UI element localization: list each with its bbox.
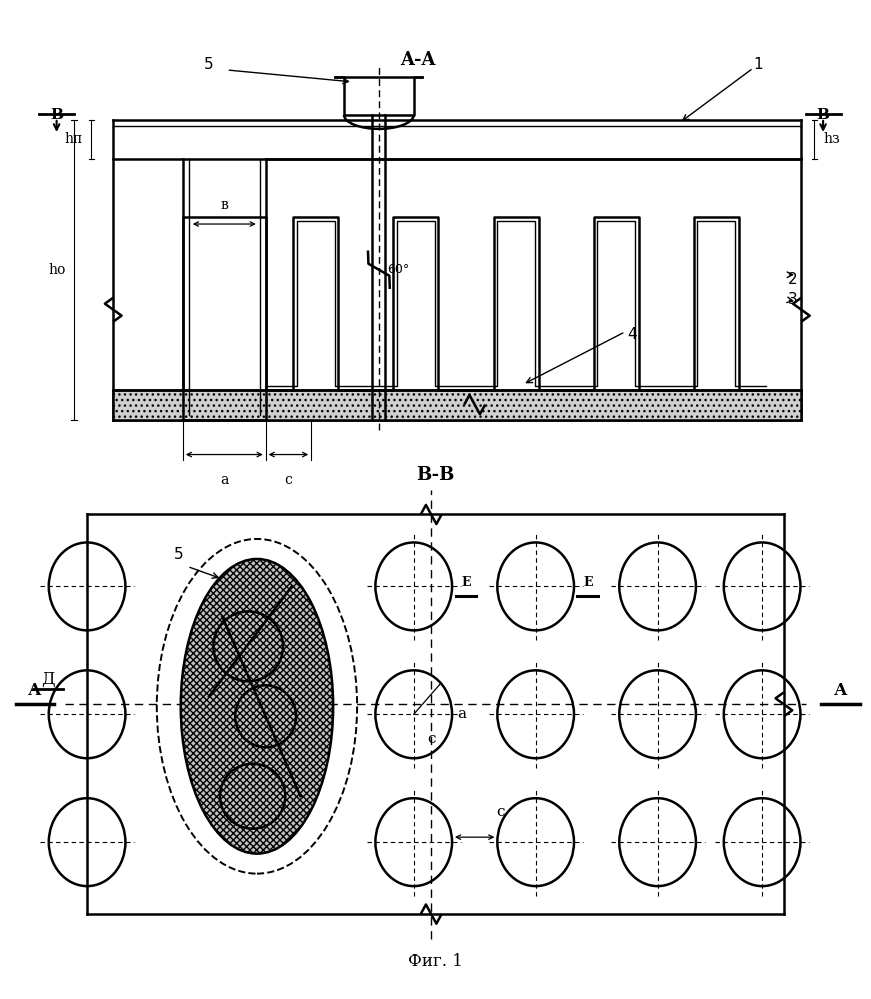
Text: B: B	[51, 108, 63, 122]
Text: a: a	[457, 707, 466, 721]
Text: А: А	[28, 682, 42, 699]
Text: A-A: A-A	[401, 51, 436, 69]
Text: 5: 5	[173, 546, 184, 562]
Text: Фиг. 1: Фиг. 1	[408, 952, 463, 970]
Text: Д: Д	[41, 670, 55, 688]
Text: B: B	[817, 108, 829, 122]
Text: hо: hо	[48, 263, 65, 277]
Text: 2: 2	[788, 272, 798, 288]
Text: a: a	[220, 473, 228, 487]
Text: 5: 5	[204, 57, 214, 73]
Text: А: А	[834, 682, 847, 699]
Text: 3: 3	[788, 292, 798, 308]
Text: hз: hз	[823, 132, 840, 147]
Text: c: c	[285, 473, 293, 487]
Text: E: E	[462, 575, 470, 589]
Text: в: в	[220, 198, 228, 212]
Text: с: с	[496, 805, 505, 819]
Bar	[113, 390, 801, 420]
Text: 1: 1	[753, 57, 763, 73]
Text: B-B: B-B	[416, 466, 455, 484]
Text: hп: hп	[64, 132, 83, 147]
Text: 60°: 60°	[388, 263, 410, 276]
Ellipse shape	[180, 559, 333, 853]
Text: E: E	[584, 575, 592, 589]
Text: с: с	[427, 732, 436, 746]
Text: 4: 4	[627, 327, 637, 343]
